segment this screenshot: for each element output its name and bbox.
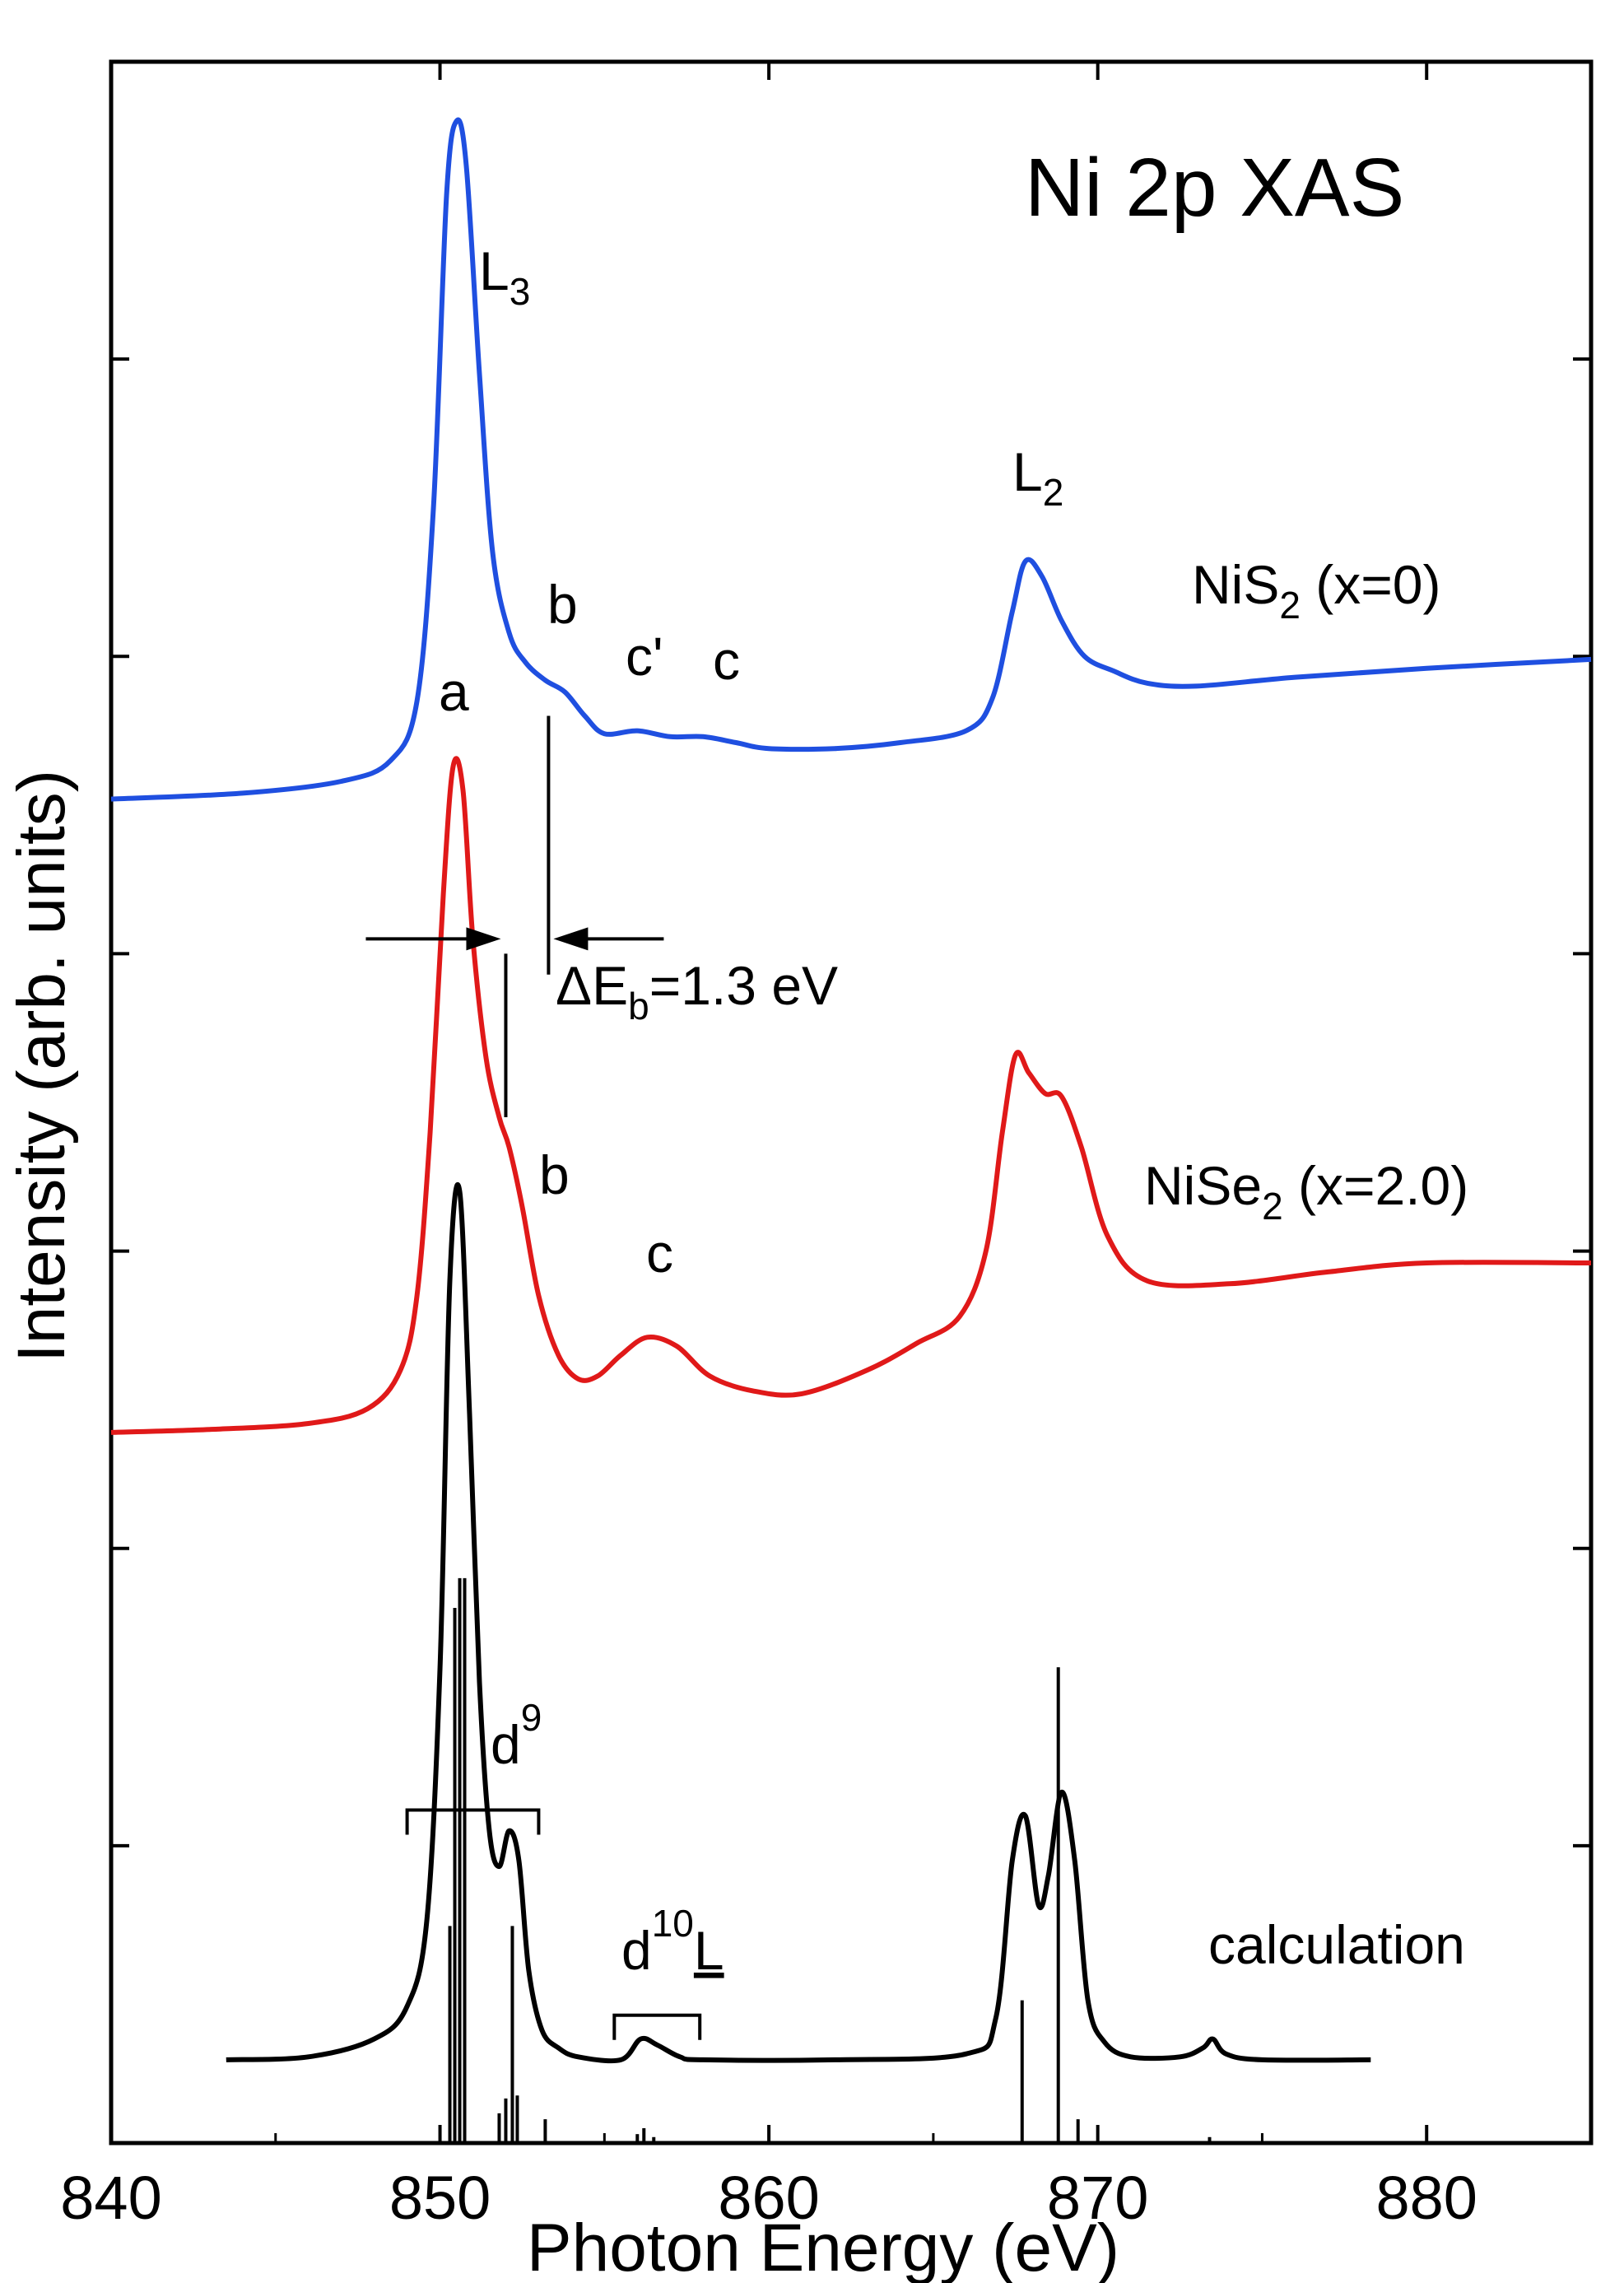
y-ticks bbox=[111, 357, 1591, 1847]
series-line-calculation bbox=[226, 1182, 1371, 2064]
delta-arrow-left-head bbox=[466, 927, 501, 951]
x-tick-label-840: 840 bbox=[60, 2164, 161, 2232]
peak-c-top-label: c bbox=[713, 630, 740, 691]
x-axis-title: Photon Energy (eV) bbox=[527, 2211, 1119, 2283]
series-line-nise2-x-2-0 bbox=[110, 756, 1592, 1435]
delta-arrow-right-head bbox=[553, 927, 589, 951]
calculation-sticks bbox=[226, 1577, 1371, 2145]
chart-title: Ni 2p XAS bbox=[1025, 142, 1404, 234]
x-ticks: 840 850 860 870 880 bbox=[60, 62, 1477, 2232]
x-tick-label-850: 850 bbox=[389, 2164, 491, 2232]
d9-label: d9 bbox=[491, 1696, 542, 1775]
l2-label: L2 bbox=[1012, 441, 1063, 514]
delta-e-label: ΔEb=1.3 eV bbox=[556, 955, 838, 1027]
series-layer bbox=[110, 117, 1592, 2064]
peak-a-label: a bbox=[439, 661, 469, 722]
d10l-label: d10L bbox=[621, 1902, 724, 1981]
x-tick-label-860: 860 bbox=[718, 2164, 819, 2232]
plot-frame bbox=[109, 59, 1594, 2146]
x-tick-label-870: 870 bbox=[1047, 2164, 1148, 2232]
d9-bracket bbox=[405, 1808, 541, 1835]
nise2-label: NiSe2 (x=2.0) bbox=[1144, 1155, 1468, 1228]
y-axis-title: Intensity (arb. units) bbox=[4, 770, 79, 1363]
series-line-nis2-x-0 bbox=[110, 117, 1592, 802]
nis2-label: NiS2 (x=0) bbox=[1192, 554, 1441, 627]
calculation-label: calculation bbox=[1208, 1914, 1465, 1975]
peak-b-top-label: b bbox=[547, 574, 578, 635]
l3-label: L3 bbox=[479, 240, 530, 313]
annotation-markers bbox=[365, 715, 702, 2040]
x-tick-label-880: 880 bbox=[1375, 2164, 1477, 2232]
d10l-bracket bbox=[612, 2013, 702, 2040]
peak-c-prime-label: c' bbox=[626, 626, 663, 687]
peak-b-mid-label: b bbox=[539, 1144, 570, 1205]
peak-c-mid-label: c bbox=[646, 1223, 673, 1284]
